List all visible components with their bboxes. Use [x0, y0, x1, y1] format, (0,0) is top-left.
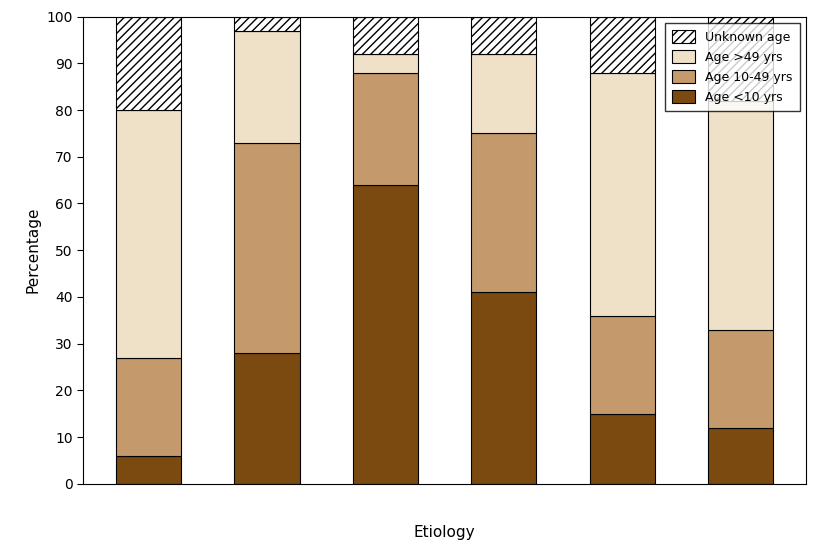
Bar — [590, 17, 655, 73]
Bar — [234, 353, 299, 484]
Bar — [708, 330, 773, 428]
Bar — [234, 17, 299, 31]
Bar — [116, 358, 181, 456]
Bar — [471, 292, 536, 484]
Bar — [471, 133, 536, 292]
Bar — [234, 143, 299, 353]
Bar — [353, 185, 418, 484]
Bar — [116, 456, 181, 484]
Y-axis label: Percentage: Percentage — [26, 207, 41, 294]
Bar — [708, 17, 773, 101]
Bar — [590, 316, 655, 414]
Bar — [471, 54, 536, 133]
Bar — [353, 73, 418, 185]
X-axis label: Etiology: Etiology — [414, 525, 475, 540]
Bar — [353, 17, 418, 54]
Bar — [590, 73, 655, 316]
Bar — [708, 428, 773, 484]
Bar — [471, 17, 536, 54]
Bar — [708, 101, 773, 330]
Bar — [116, 17, 181, 110]
Bar — [590, 414, 655, 484]
Bar — [116, 110, 181, 358]
Bar — [353, 54, 418, 73]
Legend: Unknown age, Age >49 yrs, Age 10-49 yrs, Age <10 yrs: Unknown age, Age >49 yrs, Age 10-49 yrs,… — [665, 23, 799, 111]
Bar — [234, 31, 299, 143]
